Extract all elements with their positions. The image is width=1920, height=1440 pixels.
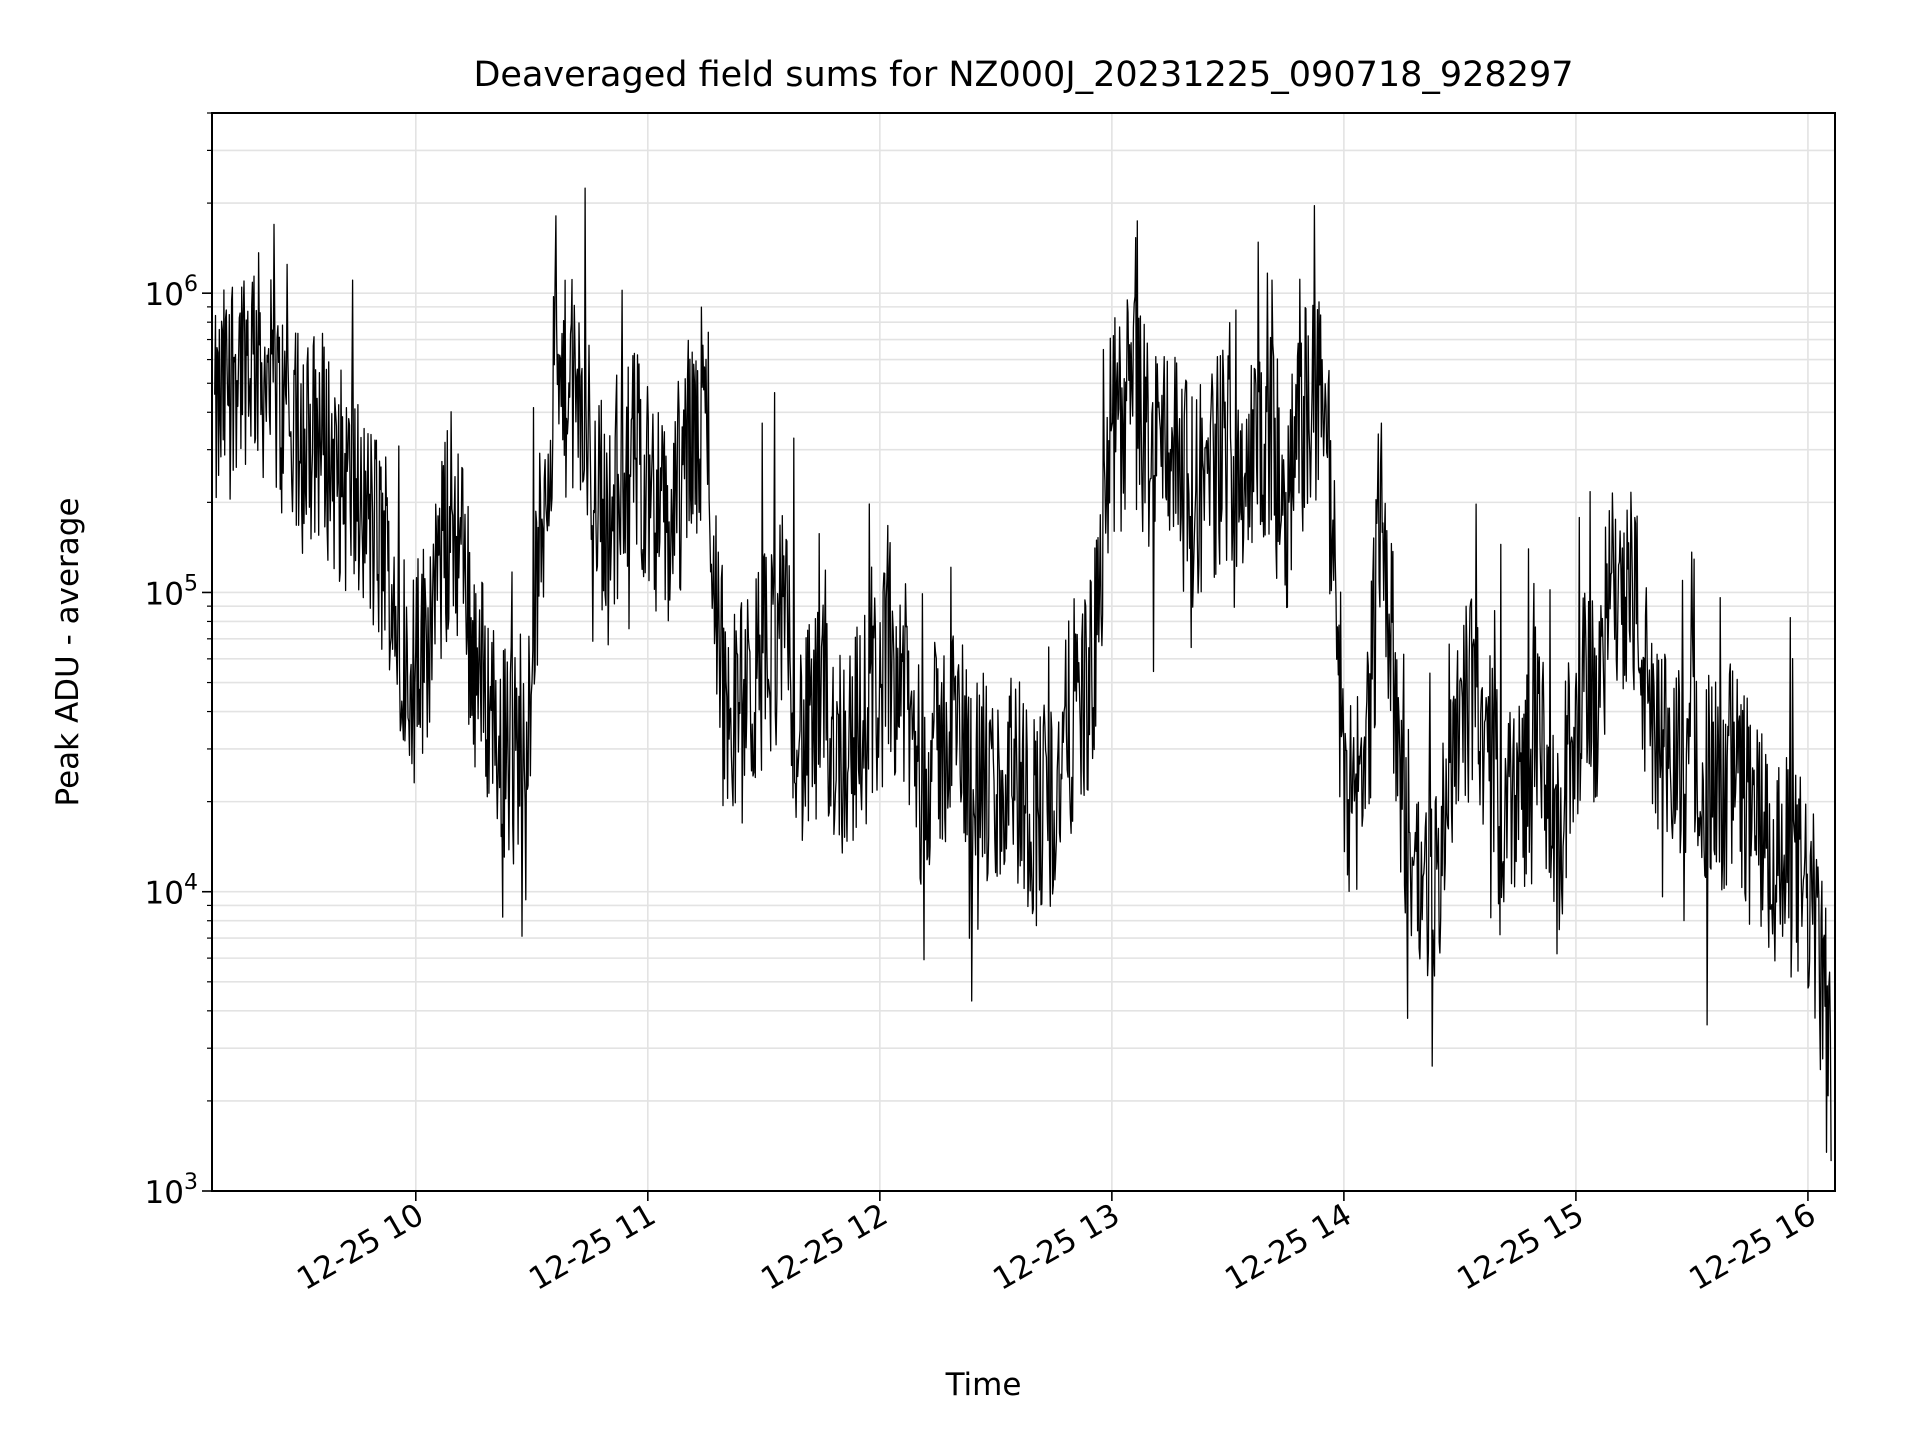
y-tick-exponent: 4	[184, 871, 198, 896]
y-axis-label: Peak ADU - average	[50, 497, 86, 806]
x-tick-label: 12-25 12	[755, 1197, 894, 1298]
y-tick-exponent: 5	[184, 571, 198, 596]
x-tick-label: 12-25 10	[291, 1197, 430, 1298]
x-tick-label: 12-25 13	[987, 1197, 1126, 1298]
series-line	[214, 187, 1832, 1162]
y-tick-label: 103	[145, 1170, 198, 1211]
y-tick-label: 104	[145, 871, 198, 912]
x-tick-label: 12-25 16	[1683, 1197, 1822, 1298]
series-line-group	[214, 187, 1832, 1162]
x-tick-label: 12-25 14	[1219, 1197, 1358, 1298]
y-tick-label: 106	[145, 272, 198, 313]
y-tick-base: 10	[145, 876, 184, 912]
plot-frame	[211, 112, 1836, 1192]
y-tick-label: 105	[145, 571, 198, 612]
y-tick-base: 10	[145, 277, 184, 313]
y-tick-base: 10	[145, 1175, 184, 1211]
y-tick-base: 10	[145, 576, 184, 612]
chart-title: Deaveraged field sums for NZ000J_2023122…	[473, 55, 1573, 95]
x-tick-label: 12-25 11	[523, 1197, 662, 1298]
x-axis-label: Time	[945, 1367, 1022, 1403]
y-tick-exponent: 3	[184, 1170, 198, 1195]
x-tick-label: 12-25 15	[1451, 1197, 1590, 1298]
y-tick-exponent: 6	[184, 272, 198, 297]
